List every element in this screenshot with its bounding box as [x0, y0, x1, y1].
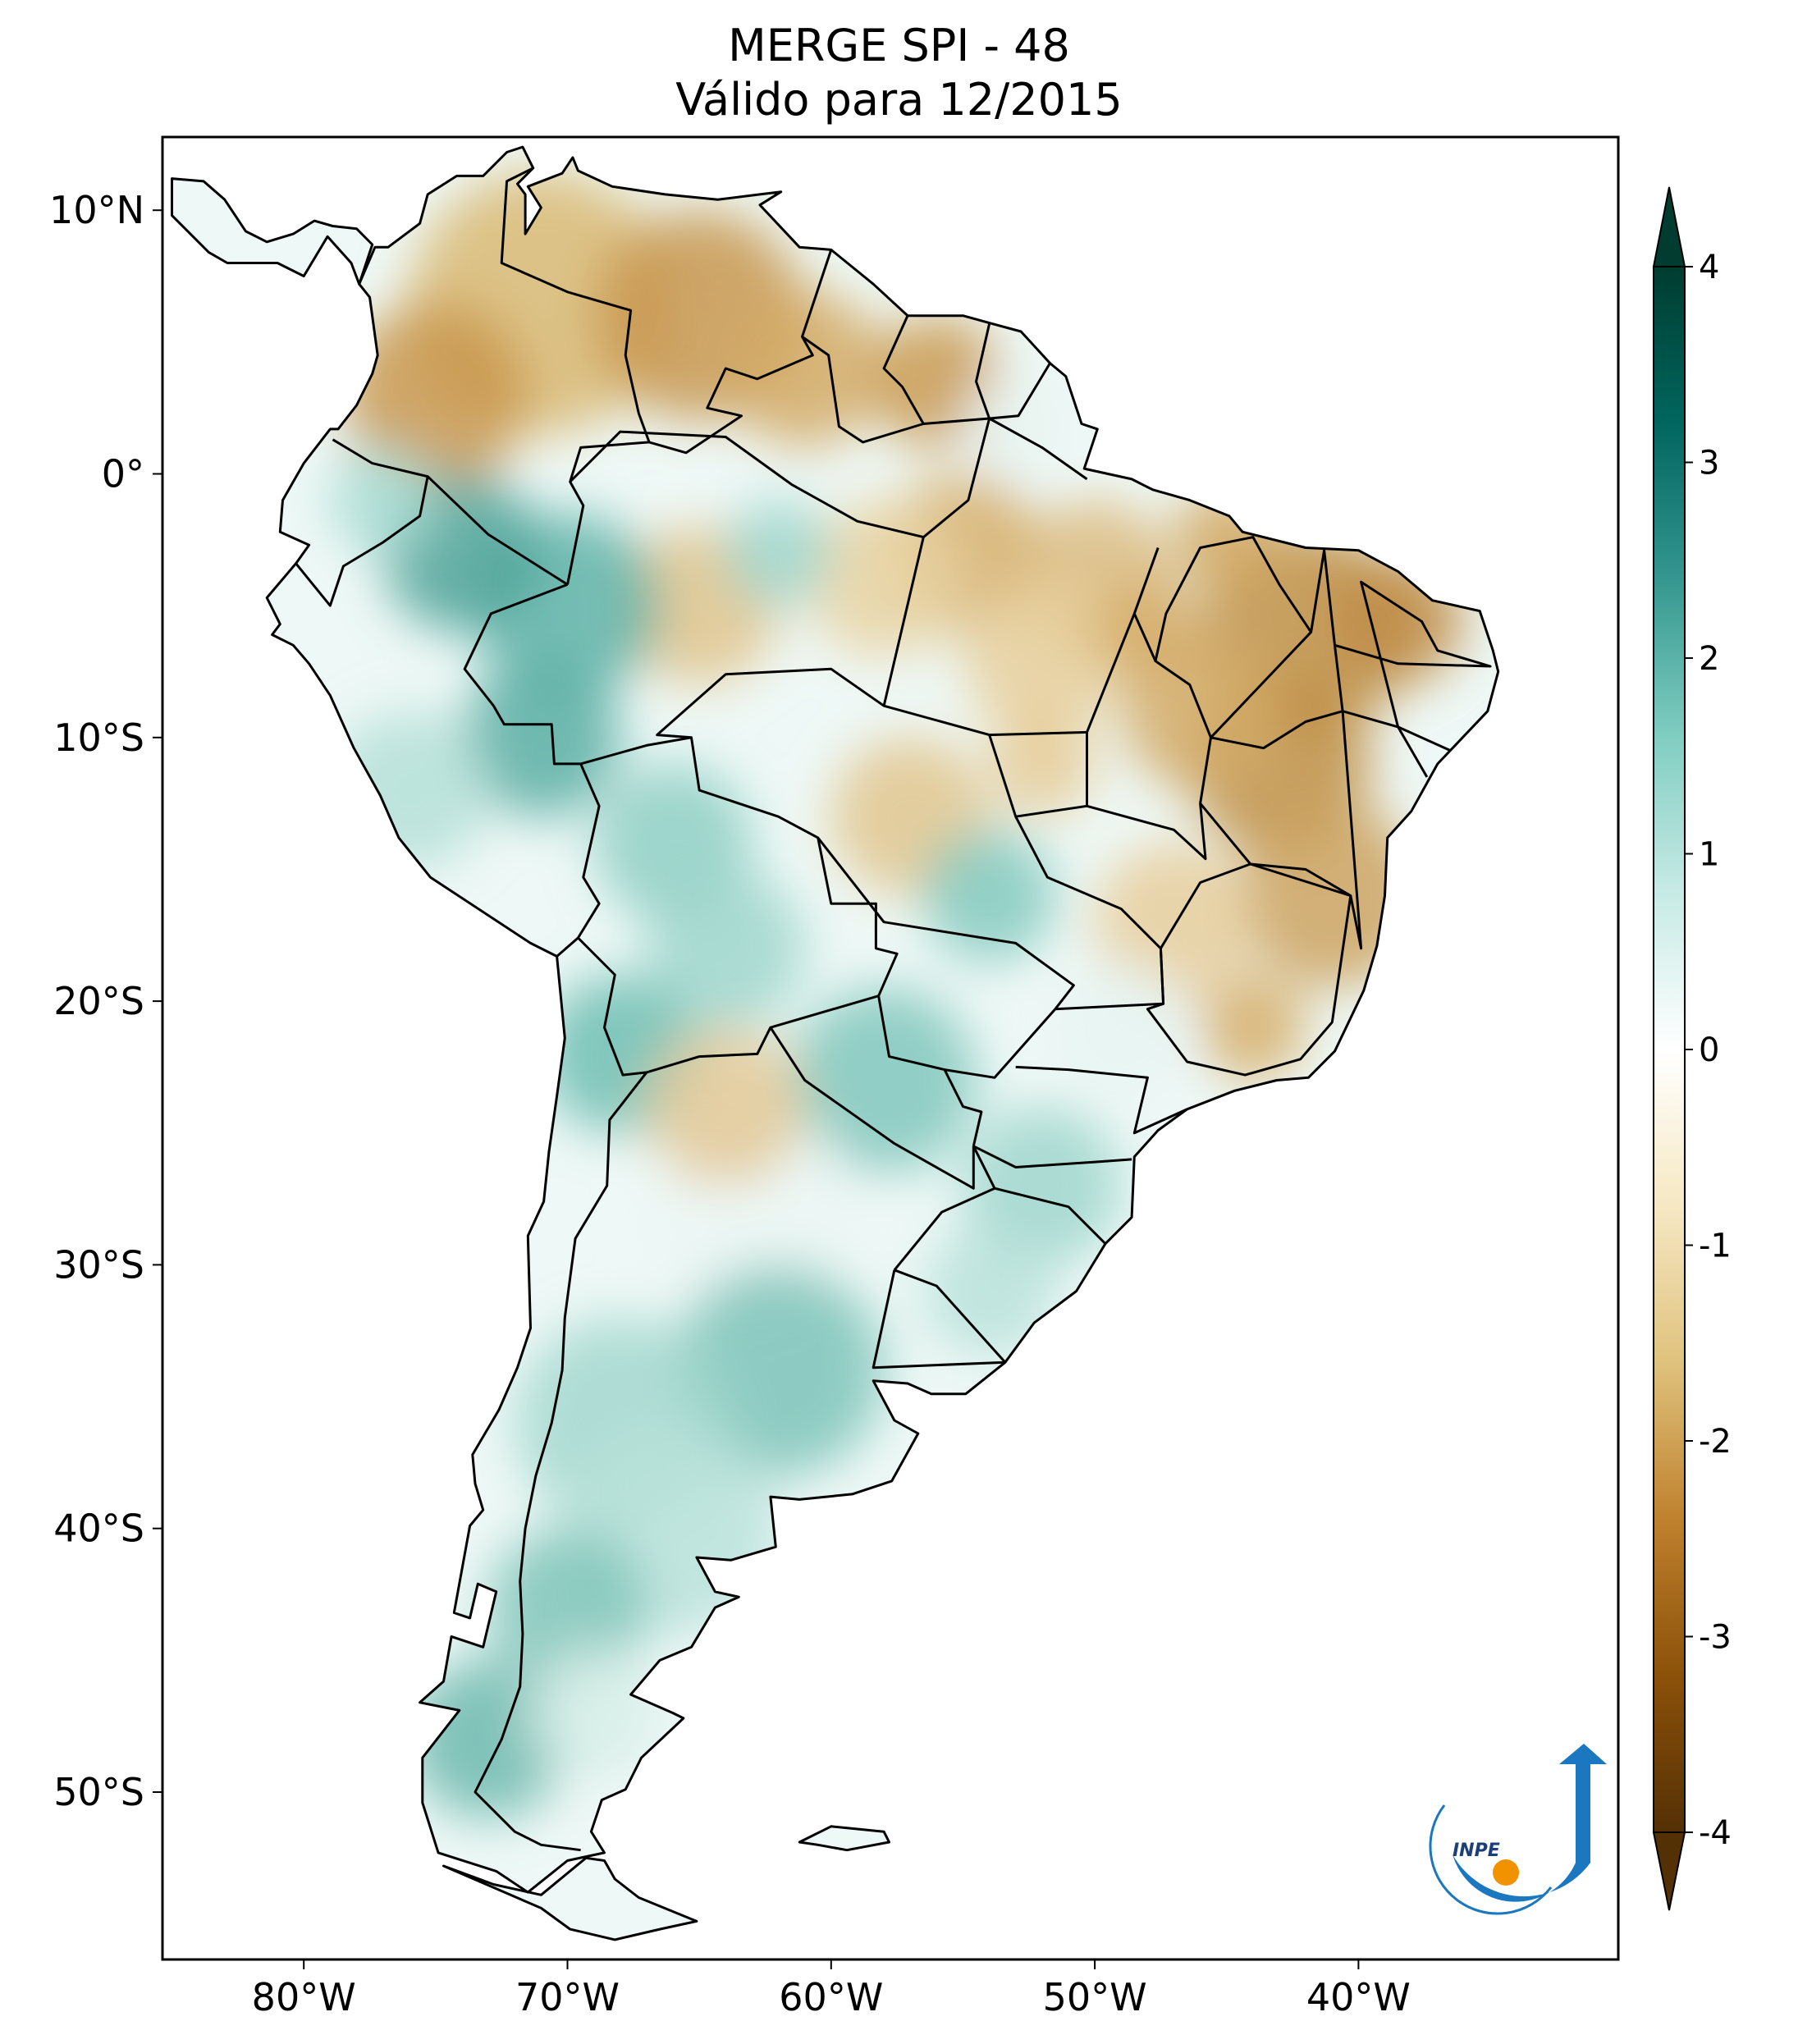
brazil-states-central: [988, 546, 1160, 818]
guyana-suriname-border: [882, 315, 925, 425]
lat-tick-label: 50°S: [53, 1770, 144, 1814]
colorbar-tick-label: -2: [1699, 1423, 1732, 1461]
paraguay-brazil-border: [877, 995, 983, 1147]
spi-patch: [1095, 843, 1253, 1002]
lon-tick-label: 60°W: [779, 1975, 883, 2019]
falkland-islands-coastline: [798, 1825, 890, 1852]
lon-tick-label: 40°W: [1306, 1975, 1411, 2019]
central-america-coastline: [171, 177, 374, 286]
spi-patch: [343, 302, 528, 487]
colorbar-tick-label: -4: [1699, 1814, 1732, 1852]
spi-patch: [963, 1106, 1122, 1265]
lat-tick-label: 40°S: [53, 1507, 144, 1551]
brazil-states-northeast: [1334, 580, 1492, 752]
colorbar-tick-label: -1: [1699, 1228, 1732, 1265]
spi-patch: [791, 988, 977, 1173]
brazil-states-bahia: [1199, 710, 1429, 950]
spi-patch: [963, 579, 1122, 738]
peru-bolivia-border: [556, 763, 601, 958]
brazil-states-santacatarina: [994, 1187, 1107, 1245]
lat-tick-label: 10°S: [53, 716, 144, 760]
lon-tick-label: 70°W: [515, 1975, 620, 2019]
venezuela-guyana-border: [648, 249, 833, 455]
colorbar-bar: [1653, 266, 1686, 1833]
colorbar-tick-label: 0: [1699, 1031, 1719, 1069]
map-title: MERGE SPI - 48: [728, 20, 1070, 71]
colorbar-tick-label: 2: [1699, 640, 1719, 678]
map-subtitle: Válido para 12/2015: [675, 74, 1123, 126]
lat-tick-label: 10°N: [49, 188, 144, 232]
lat-tick-label: 0°: [102, 452, 144, 496]
spi-patch: [330, 447, 436, 553]
spi-patch: [725, 289, 885, 448]
brazil-states-minas: [1146, 862, 1352, 1077]
brazil-states-tocantins: [1087, 613, 1212, 861]
colombia-venezuela-border: [500, 167, 651, 585]
paraguay-argentina-border: [769, 1027, 975, 1190]
spi-patch: [923, 830, 1055, 962]
colorbar-tick-label: -3: [1699, 1619, 1732, 1657]
lon-tick-label: 50°W: [1043, 1975, 1147, 2019]
lon-tick-label: 80°W: [252, 1975, 356, 2019]
lat-tick-label: 20°S: [53, 979, 144, 1023]
spi-patch: [409, 1660, 568, 1819]
ecuador-peru-border: [295, 438, 429, 607]
colorbar-extend-max: [1652, 186, 1686, 268]
colorbar-tick-label: 1: [1699, 836, 1719, 874]
brazil-states-goias: [1014, 816, 1165, 1011]
brazil-states-para: [922, 417, 1088, 538]
peru-colombia-border: [427, 475, 569, 586]
colorbar-tick-label: 4: [1699, 249, 1719, 286]
country-borders: [171, 145, 1500, 1941]
spi-patch: [989, 711, 1096, 817]
colorbar: 4 3 2 1 0 -1 -2 -3 -4: [1652, 186, 1732, 1911]
lat-tick-label: 30°S: [53, 1242, 144, 1287]
spi-patch: [646, 869, 805, 1028]
colorbar-tick-label: 3: [1699, 445, 1719, 482]
bolivia-chile-border: [577, 936, 647, 1077]
spi-patch: [963, 373, 1068, 479]
brazil-states-matogrosso: [817, 836, 1075, 1079]
colorbar-extend-min: [1652, 1831, 1686, 1911]
spi-patch: [528, 1647, 660, 1779]
argentina-brazil-border: [893, 1145, 996, 1271]
suriname-guiana-border: [975, 323, 991, 419]
brazil-states-parana: [972, 1145, 1132, 1168]
spi-patch: [1200, 974, 1306, 1081]
spi-patch: [1055, 961, 1187, 1094]
bolivia-argentina-paraguay-border: [646, 995, 880, 1074]
spi-patch: [725, 500, 831, 606]
spi-patch: [462, 658, 620, 817]
spi-patch: [1095, 579, 1201, 685]
longitude-axis: 80°W 70°W 60°W 50°W 40°W: [252, 1959, 1411, 2019]
chile-argentina-border: [474, 1071, 648, 1852]
brazil-states-saopaulo: [1015, 1065, 1188, 1135]
inpe-logo-text: INPE: [1453, 1841, 1500, 1861]
inpe-logo: INPE: [1429, 1744, 1607, 1915]
spi-patch: [646, 1027, 805, 1186]
tierra-del-fuego-coastline: [442, 1856, 698, 1941]
uruguay-border: [872, 1269, 1007, 1370]
peru-brazil-border: [463, 583, 581, 766]
spi-patch: [923, 1225, 1055, 1357]
spi-patch: [488, 1528, 647, 1687]
brazil-north-border: [801, 336, 1051, 444]
latitude-axis: 10°N 0° 10°S 20°S 30°S 40°S 50°S: [49, 188, 162, 1814]
